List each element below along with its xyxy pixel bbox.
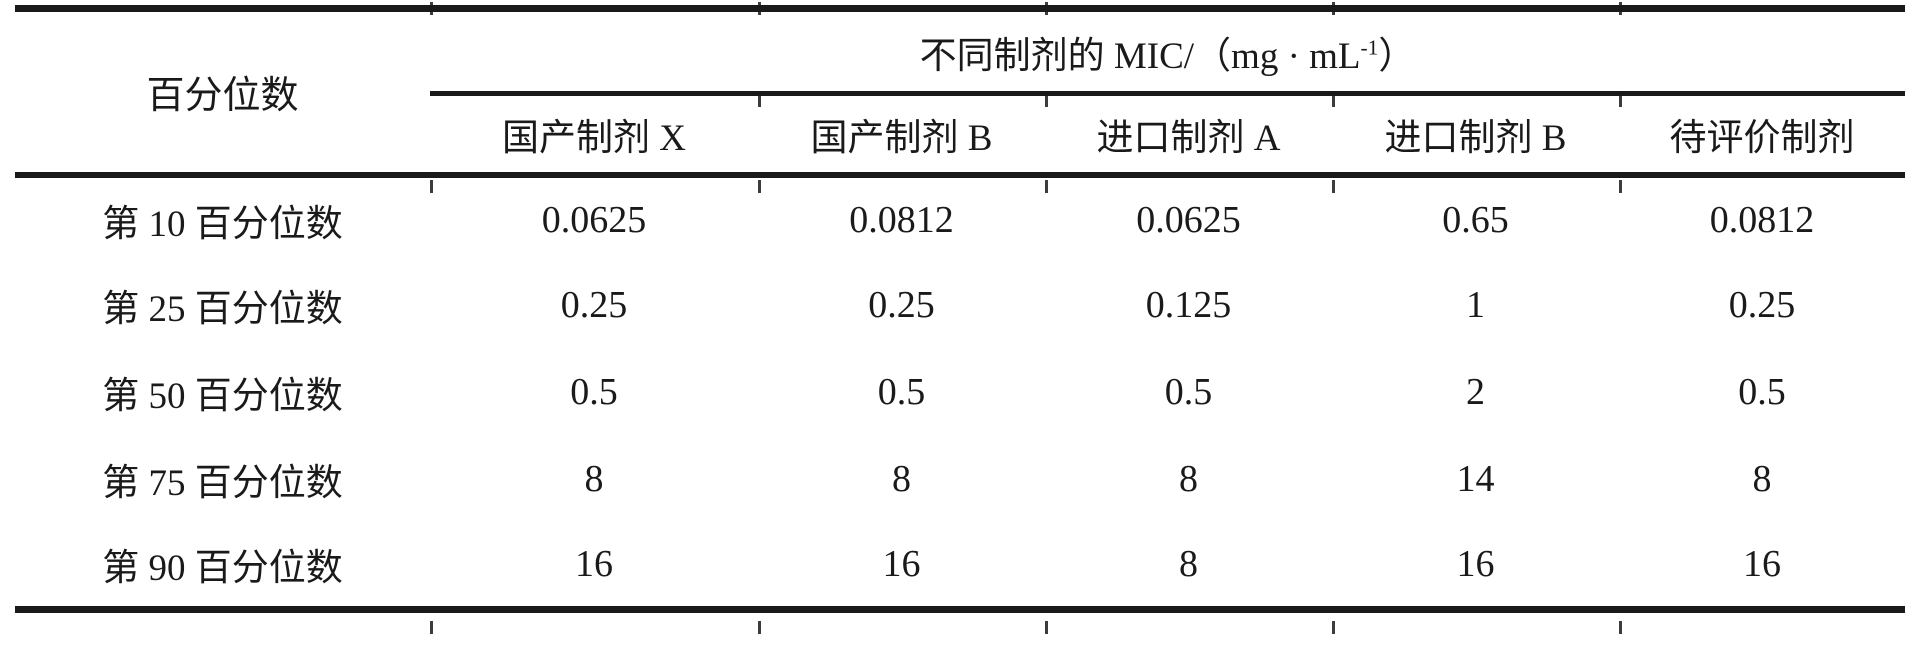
value-cell: 0.5 [877, 371, 926, 413]
rule-tick [758, 621, 761, 634]
row-label: 第 75 百分位数 [102, 463, 343, 504]
spanner-header-close-paren: ） [1378, 35, 1416, 77]
value-cell: 0.0625 [541, 198, 647, 241]
row-label: 第 50 百分位数 [102, 376, 343, 417]
rule-tick [1332, 180, 1335, 193]
table-row-p90: 第 90 百分位数 16 16 8 16 16 [15, 523, 1905, 610]
value-cell: 14 [1456, 458, 1495, 500]
column-header-domestic-b: 国产制剂 B [758, 93, 1045, 178]
value-cell: 1 [1466, 284, 1485, 326]
value-cell: 0.0812 [849, 198, 954, 241]
column-header-imported-b: 进口制剂 B [1332, 93, 1619, 178]
rule-tick [1332, 2, 1335, 15]
column-header-imported-a: 进口制剂 A [1045, 93, 1332, 178]
table-row-p50: 第 50 百分位数 0.5 0.5 0.5 2 0.5 [15, 349, 1905, 436]
mic-percentile-table: 百分位数 不同制剂的 MIC/（mg · mL-1） 国产制剂 X 国产制剂 B… [15, 5, 1906, 613]
rule-tick [1045, 94, 1048, 107]
value-cell: 0.5 [1164, 371, 1213, 413]
value-cell: 8 [1179, 543, 1198, 586]
rule-tick [1619, 94, 1622, 107]
rule-tick [758, 180, 761, 193]
rule-tick [1045, 621, 1048, 634]
rule-tick [430, 2, 433, 15]
rule-tick [1619, 180, 1622, 193]
column-header-to-be-evaluated: 待评价制剂 [1619, 93, 1906, 178]
value-cell: 16 [882, 543, 921, 586]
value-cell: 8 [1179, 458, 1198, 500]
value-cell: 8 [584, 458, 604, 500]
value-cell: 0.5 [1738, 371, 1786, 413]
table-row-p25: 第 25 百分位数 0.25 0.25 0.125 1 0.25 [15, 262, 1905, 349]
column-header-domestic-x: 国产制剂 X [430, 93, 758, 178]
rule-tick [1619, 2, 1622, 15]
row-label: 第 90 百分位数 [102, 548, 343, 590]
row-label: 第 10 百分位数 [102, 203, 343, 245]
value-cell: 0.25 [868, 284, 935, 326]
table-row-p10: 第 10 百分位数 0.0625 0.0812 0.0625 0.65 0.08… [15, 175, 1905, 262]
rule-tick [758, 2, 761, 15]
rule-tick [1045, 180, 1048, 193]
rule-tick [758, 94, 761, 107]
spanner-header-text: 不同制剂的 MIC/（mg · mL [919, 35, 1361, 77]
table-row-p75: 第 75 百分位数 8 8 8 14 8 [15, 436, 1905, 523]
value-cell: 0.25 [1728, 284, 1796, 326]
value-cell: 16 [1743, 543, 1781, 586]
row-label: 第 25 百分位数 [102, 289, 343, 330]
value-cell: 0.25 [560, 284, 628, 326]
spanner-header-mic: 不同制剂的 MIC/（mg · mL-1） [430, 8, 1906, 96]
value-cell: 0.0625 [1136, 198, 1241, 241]
header-row-spanner: 百分位数 不同制剂的 MIC/（mg · mL-1） [15, 8, 1906, 178]
value-cell: 2 [1466, 371, 1485, 413]
value-cell: 8 [892, 458, 911, 500]
corner-header-percentile: 百分位数 [15, 8, 430, 178]
value-cell: 16 [1456, 543, 1495, 586]
value-cell: 0.125 [1145, 284, 1232, 326]
rule-tick [1045, 2, 1048, 15]
value-cell: 8 [1752, 458, 1772, 500]
value-cell: 0.5 [570, 371, 618, 413]
rule-tick [1332, 94, 1335, 107]
value-cell: 0.65 [1442, 198, 1509, 241]
rule-tick [430, 180, 433, 193]
value-cell: 16 [575, 543, 613, 586]
rule-tick [1619, 621, 1622, 634]
value-cell: 0.0812 [1709, 198, 1815, 241]
rule-tick [430, 621, 433, 634]
header-row-preparations: 国产制剂 X 国产制剂 B 进口制剂 A 进口制剂 B 待评价制剂 [15, 93, 1906, 178]
mic-percentile-table-region: 百分位数 不同制剂的 MIC/（mg · mL-1） 国产制剂 X 国产制剂 B… [15, 2, 1906, 634]
unit-exponent: -1 [1360, 35, 1379, 60]
rule-tick [1332, 621, 1335, 634]
